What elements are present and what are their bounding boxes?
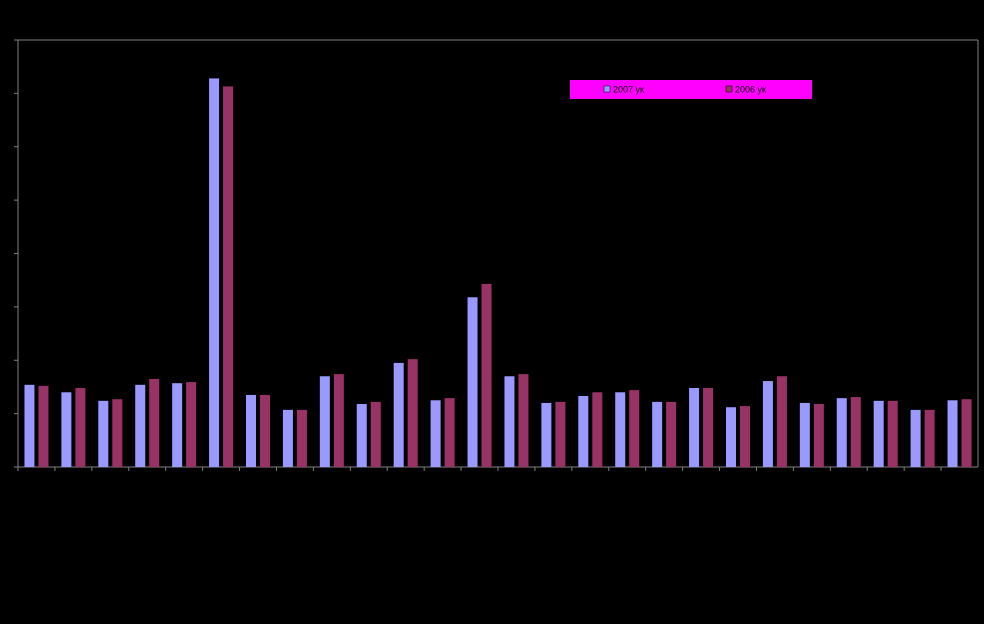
legend-label: 2006 ук [735,84,766,94]
bar [172,383,183,467]
bar [135,384,146,467]
bar [370,401,381,467]
y-tick-label: 1 [7,408,12,418]
y-tick-label: 8 [7,34,12,44]
bar [296,409,307,467]
bar [578,396,589,467]
bar [24,384,35,467]
bar [75,388,86,467]
y-tick-label: 4 [7,248,12,258]
bar [260,394,270,467]
bar [393,362,404,467]
bar [666,401,677,467]
bar [407,359,418,467]
bar [887,400,898,467]
bar [703,388,714,467]
bar [947,400,958,467]
y-tick-label: 0 [7,461,12,471]
bar [504,376,515,467]
y-tick-label: 5 [7,195,12,205]
legend-swatch [603,85,611,93]
bar [209,78,220,468]
bar [467,297,478,467]
bar [98,400,109,467]
bar [629,390,640,467]
bar [813,404,824,467]
bar [799,402,810,467]
bar [112,399,123,467]
y-tick-label: 3 [7,301,12,311]
y-tick-label: 2 [7,355,12,365]
bar [836,398,847,467]
y-tick-label: 7 [7,88,12,98]
legend-swatch [725,85,733,93]
bar [149,378,160,467]
bar [873,400,884,467]
bar [592,392,603,467]
bar [910,409,921,467]
bar [924,409,935,467]
y-tick-label: 6 [7,141,12,151]
bar [850,397,861,467]
bar [740,406,750,467]
bar [38,385,49,467]
bar [615,392,626,467]
bar [333,374,344,467]
bar [186,382,197,467]
bar [776,376,787,467]
bar [430,400,441,467]
bar [319,376,330,467]
bar [356,404,367,467]
bar [223,86,234,467]
legend-label: 2007 ук [613,84,644,94]
bar [961,399,972,467]
bar [518,374,529,467]
bar [726,407,736,467]
bar [246,394,256,467]
bar [652,401,663,467]
bar [282,409,293,467]
bar [481,283,492,467]
bar [444,398,455,467]
legend-box [570,80,812,99]
bar [61,392,72,467]
bar [689,388,700,467]
bar [555,401,566,467]
bar [541,402,552,467]
bar [762,381,773,467]
